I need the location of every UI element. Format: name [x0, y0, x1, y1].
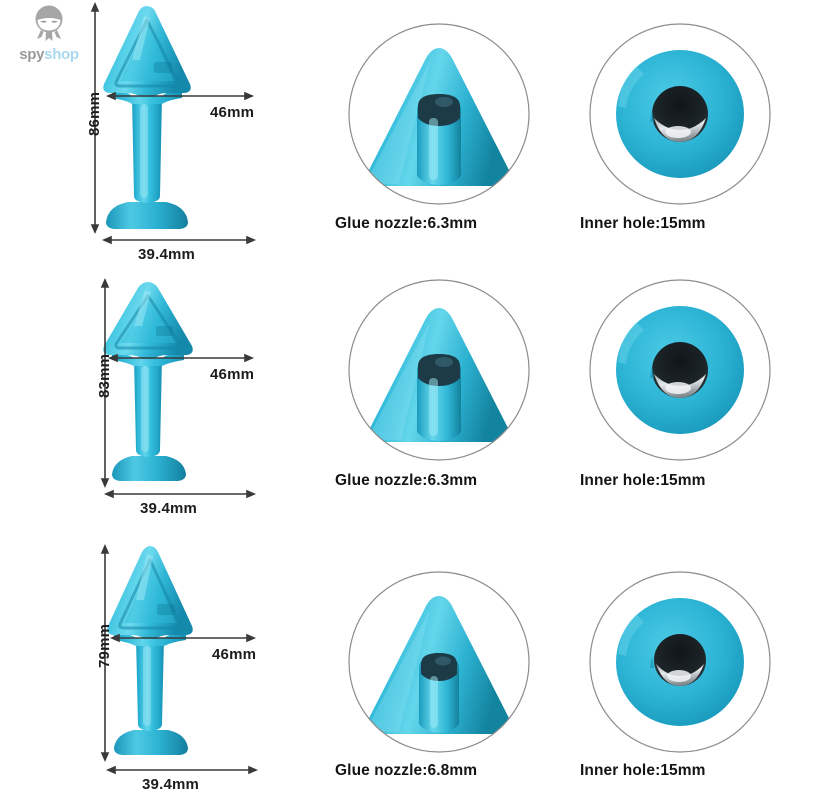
glue-nozzle-detail-row-3	[348, 571, 530, 753]
base-width-label-row-2: 39.4mm	[140, 500, 198, 517]
glue-nozzle-caption-row-1: Glue nozzle:6.3mm	[335, 215, 478, 232]
height-dimension-label-row-3: 79mm	[96, 623, 113, 668]
spec-row-3: 79mm 46mm 39.4mm Glue nozzle:6.8mm	[0, 530, 814, 793]
height-dimension-label-row-2: 83mm	[96, 353, 113, 398]
product-side-view-83mm	[103, 282, 193, 481]
spec-row-1: 86mm 46mm 39.4mm	[0, 0, 814, 263]
dimension-lines-row-3	[100, 543, 259, 775]
height-dimension-label-row-1: 86mm	[86, 91, 103, 136]
nozzle-detail-cell-row-1: Glue nozzle:6.3mm	[325, 0, 570, 260]
base-width-label-row-3: 39.4mm	[142, 776, 200, 793]
product-side-view-86mm	[103, 6, 191, 229]
head-width-label-row-1: 46mm	[210, 104, 255, 121]
hole-detail-cell-row-1: Inner hole:15mm	[570, 0, 814, 260]
dimension-lines-row-2	[100, 277, 257, 499]
nozzle-detail-cell-row-2: Glue nozzle:6.3mm	[325, 260, 570, 520]
side-view-cell-row-1: 86mm 46mm 39.4mm	[72, 0, 322, 263]
side-view-cell-row-3: 79mm 46mm 39.4mm	[72, 530, 322, 793]
glue-nozzle-detail-row-1	[348, 23, 530, 205]
mold-marking	[154, 62, 172, 73]
glue-nozzle-detail-row-2	[348, 279, 530, 461]
inner-hole-caption-row-3: Inner hole:15mm	[580, 762, 706, 779]
head-width-label-row-2: 46mm	[210, 366, 255, 383]
inner-hole-detail-row-1	[589, 23, 771, 205]
inner-hole-caption-row-2: Inner hole:15mm	[580, 472, 706, 489]
glue-nozzle-caption-row-3: Glue nozzle:6.8mm	[335, 762, 478, 779]
hole-detail-cell-row-3: Inner hole:15mm	[570, 530, 814, 790]
product-side-view-79mm	[107, 546, 193, 755]
nozzle-detail-cell-row-3: Glue nozzle:6.8mm	[325, 530, 570, 790]
hole-detail-cell-row-2: Inner hole:15mm	[570, 260, 814, 520]
inner-hole-detail-row-2	[589, 279, 771, 461]
spec-row-2: 83mm 46mm 39.4mm Glue nozzle:6.3mm	[0, 260, 814, 520]
dimension-lines-row-1	[90, 1, 257, 245]
head-width-label-row-3: 46mm	[212, 646, 257, 663]
base-width-label-row-1: 39.4mm	[138, 246, 196, 263]
inner-hole-caption-row-1: Inner hole:15mm	[580, 215, 706, 232]
inner-hole-detail-row-3	[589, 571, 771, 753]
side-view-cell-row-2: 83mm 46mm 39.4mm	[72, 260, 322, 520]
glue-nozzle-caption-row-2: Glue nozzle:6.3mm	[335, 472, 478, 489]
